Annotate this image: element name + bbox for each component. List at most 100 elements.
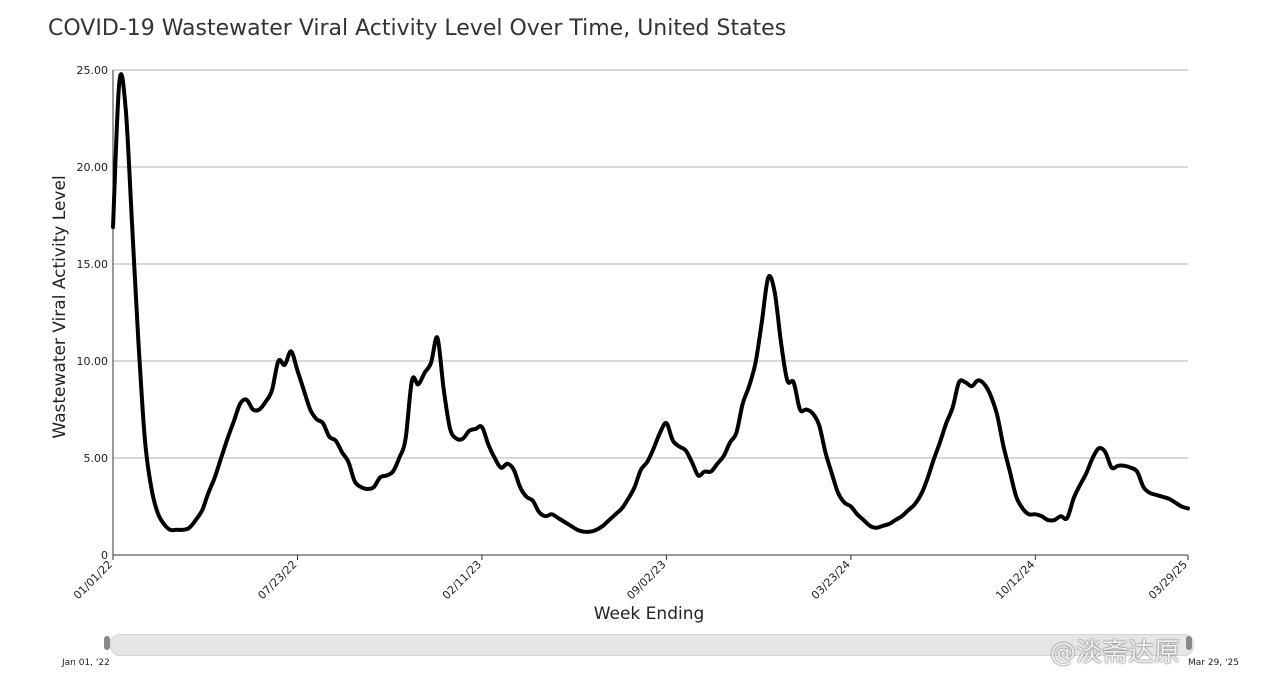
- data-point: [932, 458, 936, 462]
- data-point: [715, 462, 719, 466]
- range-slider-end-handle[interactable]: [1186, 636, 1192, 650]
- data-point: [963, 380, 967, 384]
- data-point: [270, 388, 274, 392]
- data-point: [1027, 512, 1031, 516]
- data-point: [1110, 466, 1114, 470]
- data-point: [843, 501, 847, 505]
- data-point: [1186, 506, 1190, 510]
- data-point: [302, 388, 306, 392]
- data-point: [652, 446, 656, 450]
- data-point: [315, 417, 319, 421]
- data-point: [168, 528, 172, 532]
- data-point: [378, 475, 382, 479]
- data-point: [505, 462, 509, 466]
- gridlines: [113, 69, 1188, 459]
- data-point: [340, 450, 344, 454]
- data-point: [1161, 495, 1165, 499]
- data-point: [1072, 497, 1076, 501]
- data-point: [664, 421, 668, 425]
- data-point: [130, 223, 134, 227]
- range-start-label: Jan 01, '22: [62, 658, 110, 668]
- data-point: [1122, 464, 1126, 468]
- data-point: [232, 419, 236, 423]
- x-tick-label: 09/02/23: [624, 558, 668, 602]
- data-point: [1103, 450, 1107, 454]
- data-point: [1078, 483, 1082, 487]
- data-point: [1059, 514, 1063, 518]
- data-point: [213, 475, 217, 479]
- data-point: [626, 497, 630, 501]
- data-point: [1148, 491, 1152, 495]
- data-point: [849, 505, 853, 509]
- x-axis: 01/01/22 07/23/22 02/11/23 09/02/23 03/23/24…: [71, 554, 1190, 602]
- data-point: [327, 435, 331, 439]
- data-point: [257, 408, 261, 412]
- y-axis-title: Wastewater Viral Activity Level: [50, 175, 70, 438]
- data-point: [855, 512, 859, 516]
- range-slider-track[interactable]: [110, 634, 1194, 656]
- data-point: [1173, 501, 1177, 505]
- data-point: [1084, 472, 1088, 476]
- series-line: [111, 72, 1190, 534]
- data-point: [251, 408, 255, 412]
- data-point: [200, 508, 204, 512]
- data-point: [881, 524, 885, 528]
- data-point: [245, 398, 249, 402]
- data-point: [429, 361, 433, 365]
- data-point: [639, 468, 643, 472]
- data-point: [124, 107, 128, 111]
- data-point: [206, 491, 210, 495]
- data-point: [1091, 456, 1095, 460]
- data-point: [906, 508, 910, 512]
- data-point: [238, 402, 242, 406]
- data-point: [276, 359, 280, 363]
- data-point: [175, 528, 179, 532]
- data-point: [416, 382, 420, 386]
- data-point: [734, 431, 738, 435]
- data-point: [982, 382, 986, 386]
- data-point: [582, 530, 586, 534]
- data-point: [728, 441, 732, 445]
- data-point: [442, 388, 446, 392]
- data-point: [919, 493, 923, 497]
- data-point: [1002, 444, 1006, 448]
- data-point: [575, 528, 579, 532]
- y-tick-label: 15.00: [77, 258, 109, 271]
- data-point: [1142, 485, 1146, 489]
- data-point: [754, 361, 758, 365]
- data-point: [162, 522, 166, 526]
- data-point: [1065, 516, 1069, 520]
- data-point: [951, 406, 955, 410]
- data-point: [779, 340, 783, 344]
- y-tick-label: 25.00: [77, 64, 109, 77]
- data-point: [525, 495, 529, 499]
- x-tick-label: 03/29/25: [1146, 558, 1190, 602]
- data-point: [143, 437, 147, 441]
- data-point: [957, 380, 961, 384]
- data-point: [493, 456, 497, 460]
- data-point: [1135, 470, 1139, 474]
- data-point: [1021, 506, 1025, 510]
- data-point: [181, 528, 185, 532]
- data-point: [601, 524, 605, 528]
- x-tick-label: 10/12/24: [993, 558, 1037, 602]
- data-point: [226, 437, 230, 441]
- range-slider-start-handle[interactable]: [104, 636, 110, 650]
- data-point: [773, 289, 777, 293]
- data-point: [887, 522, 891, 526]
- data-point: [537, 510, 541, 514]
- data-point: [512, 468, 516, 472]
- x-axis-title: Week Ending: [594, 604, 705, 624]
- data-point: [194, 518, 198, 522]
- data-point: [111, 225, 115, 229]
- data-point: [868, 524, 872, 528]
- data-point: [372, 485, 376, 489]
- data-point: [499, 466, 503, 470]
- data-point: [747, 384, 751, 388]
- data-point: [156, 510, 160, 514]
- data-point: [862, 518, 866, 522]
- data-point: [709, 470, 713, 474]
- data-point: [486, 442, 490, 446]
- data-point: [474, 427, 478, 431]
